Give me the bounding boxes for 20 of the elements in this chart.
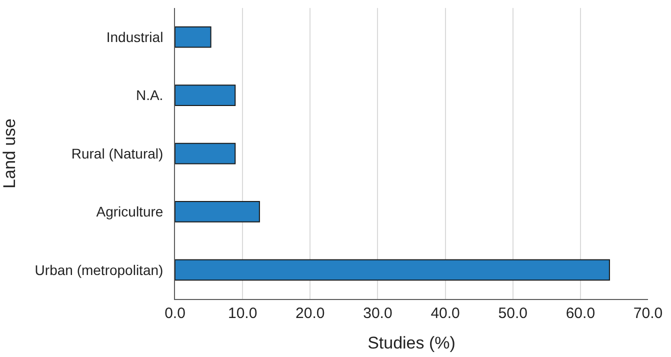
y-tick-label: Industrial [106,29,164,45]
y-tick-label: Rural (Natural) [71,145,164,162]
x-tick-label: 60.0 [566,305,596,322]
bar [175,84,236,106]
bar [175,259,610,281]
x-tick-label: 20.0 [296,305,325,322]
x-axis-title: Studies (%) [368,333,456,352]
x-tick-label: 0.0 [164,305,186,322]
x-tick-label: 50.0 [498,305,528,322]
y-tick-label: Urban (metropolitan) [34,262,164,278]
x-tick-label: 70.0 [633,305,663,322]
x-tick-label: 40.0 [430,305,460,322]
bar [175,26,212,48]
x-tick-label: 10.0 [228,305,258,322]
y-tick-label: Agriculture [96,204,164,220]
y-axis-title: Land use [0,118,19,188]
y-tick-label: N.A. [136,87,164,104]
bar [175,201,260,222]
bar [175,142,236,164]
x-tick-label: 30.0 [363,305,392,322]
